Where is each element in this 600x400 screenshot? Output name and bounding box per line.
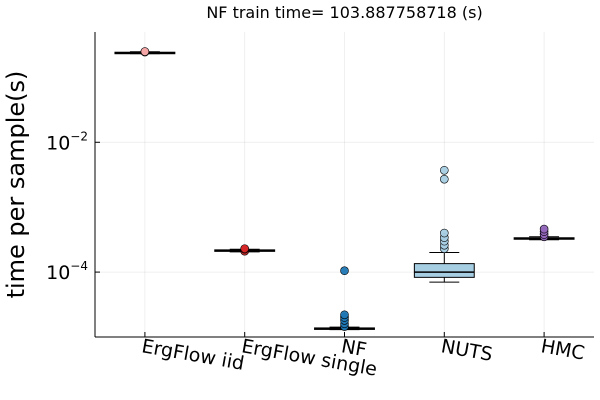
x-tick-label: NF: [340, 335, 369, 361]
box-body: [413, 263, 475, 278]
outlier-point: [539, 224, 549, 234]
y-axis-label: time per sample(s): [2, 71, 30, 299]
outlier-point: [340, 266, 349, 276]
outlier-point: [439, 166, 449, 175]
outlier-point: [340, 310, 349, 320]
box-nf: [314, 266, 375, 331]
outlier-point: [439, 174, 449, 184]
box-nuts: [413, 166, 475, 283]
y-tick-label: 10−2: [46, 129, 88, 154]
boxes: [114, 47, 575, 331]
axes: [94, 32, 594, 338]
outlier-point: [439, 228, 449, 238]
box-ergflow-iid: [114, 47, 176, 57]
outlier-point: [240, 244, 249, 253]
x-tick-label: NUTS: [439, 335, 494, 366]
x-tick-label: ErgFlow iid: [140, 335, 246, 375]
box-hmc: [513, 224, 575, 242]
chart-title: NF train time= 103.887758718 (s): [206, 3, 482, 22]
box-ergflow-single: [214, 244, 276, 256]
grid-lines: [95, 32, 594, 337]
x-tick-label: HMC: [539, 335, 586, 364]
y-tick-label: 10−4: [46, 259, 88, 284]
outlier-point: [140, 47, 150, 56]
